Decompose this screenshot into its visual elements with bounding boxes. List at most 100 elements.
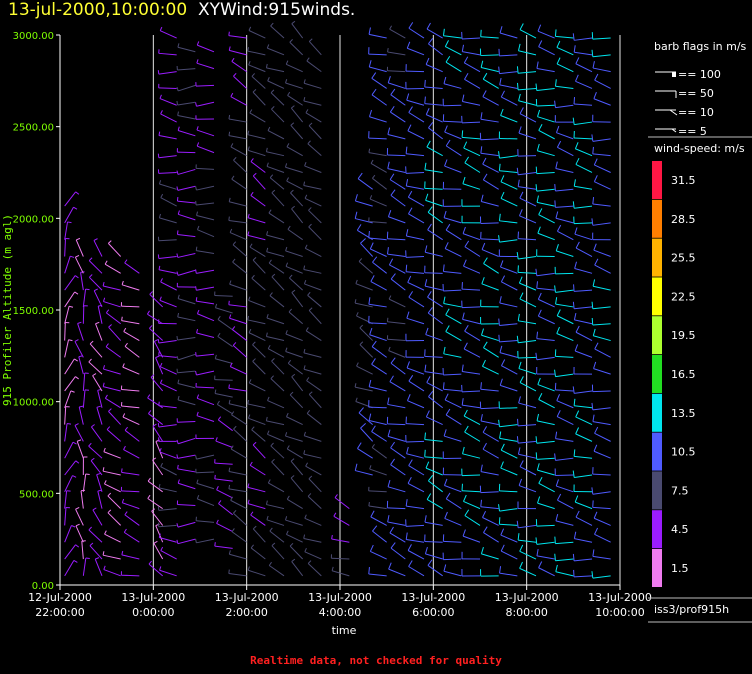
barb-staff (390, 278, 406, 291)
barb-staff (370, 516, 387, 526)
barb-staff (519, 215, 537, 224)
barb-staff (464, 246, 481, 257)
barb-staff (406, 235, 425, 241)
barb-staff (405, 70, 425, 73)
wind-barb (555, 125, 574, 140)
barb-staff (371, 363, 387, 375)
barb-flag (594, 258, 599, 266)
wind-barb (308, 475, 322, 493)
wind-barb (214, 542, 233, 549)
wind-barb (102, 365, 121, 375)
barb-staff (481, 67, 499, 73)
wind-barb (369, 195, 387, 207)
barb-flag (500, 90, 505, 98)
barb-staff (147, 313, 163, 325)
wind-barb (575, 510, 593, 526)
barb-staff (594, 264, 611, 274)
wind-barb (229, 228, 247, 241)
wind-barb (482, 426, 499, 442)
wind-barb (304, 162, 322, 173)
barb-flag (93, 238, 98, 241)
barb-staff (519, 550, 537, 560)
barb-staff (97, 390, 103, 408)
barb-staff (88, 361, 103, 375)
barb-flag (443, 346, 446, 354)
title-date: 13-jul-2000,10:00:00 (8, 0, 188, 20)
barb-flag (499, 378, 503, 386)
barb-legend-title: barb flags in m/s (654, 40, 747, 53)
barb-flag (406, 446, 409, 454)
barb-staff (122, 366, 140, 375)
barb-staff (230, 146, 247, 157)
barb-staff (369, 468, 387, 476)
barb-staff (266, 151, 285, 157)
barb-staff (408, 213, 425, 224)
x-tick-date: 13-Jul-2000 (588, 591, 652, 604)
barb-staff (573, 222, 593, 225)
wind-barb (158, 533, 177, 543)
wind-barb (556, 394, 574, 409)
wind-barb (233, 72, 248, 89)
wind-barb (424, 162, 443, 173)
wind-barb (575, 157, 593, 173)
wind-barb (425, 461, 443, 476)
barb-flag (554, 200, 556, 208)
wind-barb (536, 143, 555, 157)
barb-flag (195, 297, 198, 302)
barb-staff (499, 84, 518, 89)
barb-staff (593, 249, 611, 257)
barb-flag (147, 494, 151, 499)
barb-staff (248, 299, 266, 308)
barb-flag (592, 328, 596, 336)
barb-flag (481, 242, 486, 250)
wind-barb (368, 567, 387, 577)
barb-flag (519, 376, 524, 383)
wind-barb (195, 101, 215, 107)
wind-barb (386, 500, 406, 510)
barb-staff (518, 340, 537, 344)
wind-barb (217, 315, 233, 331)
barb-flag (176, 439, 179, 444)
wind-barb (303, 431, 322, 442)
barb-flag (536, 61, 539, 69)
barb-staff (160, 382, 177, 392)
wind-barb (427, 291, 443, 308)
barb-flag (159, 566, 162, 571)
barb-staff (556, 416, 574, 426)
wind-barb (554, 349, 574, 358)
barb-staff (216, 489, 233, 499)
barb-flag (231, 411, 235, 416)
barb-staff (290, 125, 304, 140)
barb-flag (368, 230, 370, 239)
barb-staff (64, 306, 70, 324)
barb-staff (555, 389, 574, 392)
wind-barb (483, 257, 499, 274)
wind-barb (247, 47, 266, 56)
barb-flag (556, 140, 562, 148)
barb-flag (251, 274, 255, 279)
barb-flag (556, 410, 561, 417)
wind-barb (370, 510, 387, 526)
barb-staff (64, 238, 66, 257)
wind-barb (249, 243, 266, 257)
barb-flag (536, 463, 540, 471)
barb-flag (289, 39, 293, 43)
barb-flag (462, 176, 466, 184)
barb-staff (289, 394, 304, 409)
barb-staff (555, 168, 574, 173)
barb-staff (369, 66, 387, 73)
barb-flag (228, 197, 231, 202)
barb-staff (177, 504, 196, 507)
barb-staff (574, 405, 593, 409)
barb-flag (594, 342, 599, 350)
barb-staff (124, 262, 140, 274)
wind-barb (516, 520, 537, 529)
barb-flag (75, 376, 79, 380)
barb-flag (555, 564, 558, 572)
barb-flag (390, 88, 396, 95)
wind-barb (516, 167, 537, 176)
wind-barb (233, 425, 248, 442)
wind-barb (303, 365, 322, 375)
wind-barb (287, 359, 303, 375)
barb-flag (268, 259, 272, 264)
